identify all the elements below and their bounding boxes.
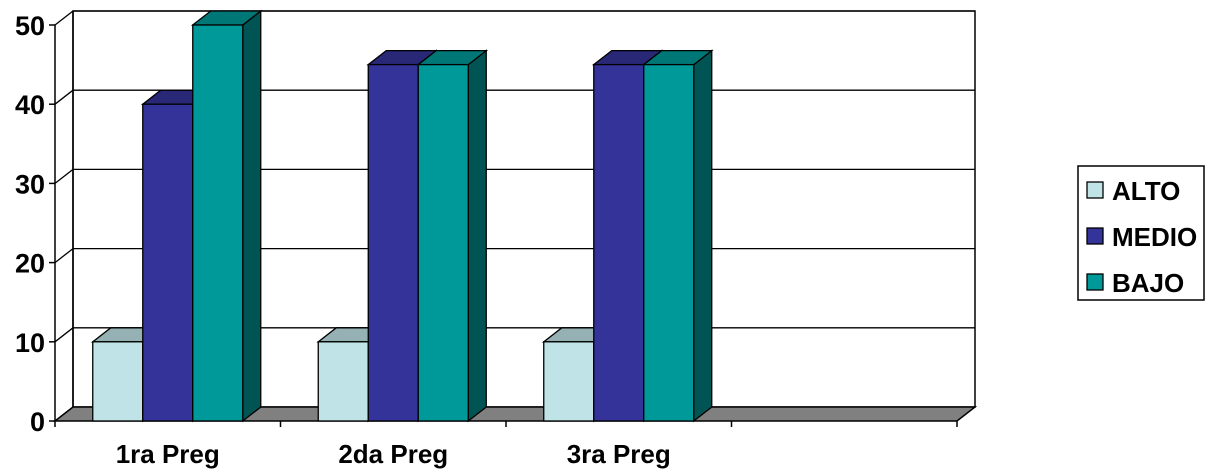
y-tick-label: 50	[15, 11, 45, 41]
bar-front	[593, 63, 645, 422]
bar-front	[92, 341, 144, 422]
bar-front	[417, 63, 469, 422]
side-gridline	[54, 89, 74, 105]
x-tick-label: 2da Preg	[338, 439, 448, 469]
legend-swatch	[1086, 181, 1104, 199]
y-tick-label: 30	[15, 169, 45, 199]
y-tick-label: 40	[15, 90, 45, 120]
x-axis-tick-labels: 1ra Preg 2da Preg 3ra Preg	[116, 439, 671, 469]
bar	[641, 49, 714, 423]
side-gridline	[54, 327, 74, 343]
bar-front	[317, 341, 369, 422]
x-tick-label: 3ra Preg	[567, 439, 671, 469]
axes	[49, 11, 958, 427]
legend-swatch	[1086, 227, 1104, 245]
bar-front	[142, 103, 194, 422]
side-gridline	[54, 168, 74, 184]
legend-label: MEDIO	[1112, 222, 1197, 252]
legend-label: ALTO	[1112, 176, 1180, 206]
legend-swatch	[1086, 273, 1104, 291]
bar	[190, 9, 263, 423]
bar-front	[367, 63, 419, 422]
bar	[416, 49, 489, 423]
side-gridline	[54, 10, 74, 26]
y-tick-label: 10	[15, 328, 45, 358]
legend-label: BAJO	[1112, 268, 1184, 298]
y-tick-label: 20	[15, 249, 45, 279]
bar-side	[693, 49, 713, 423]
y-tick-label: 0	[30, 407, 45, 437]
legend-item: BAJO	[1086, 268, 1184, 298]
legend: ALTO MEDIO BAJO	[1077, 165, 1205, 301]
y-axis-tick-labels: 0 10 20 30 40 50	[15, 11, 45, 437]
bar-side	[467, 49, 487, 423]
bar-front	[192, 24, 244, 422]
bar-front	[543, 341, 595, 422]
side-gridline	[54, 248, 74, 264]
bars	[90, 9, 714, 423]
legend-item: MEDIO	[1086, 222, 1197, 252]
x-tick-label: 1ra Preg	[116, 439, 220, 469]
bar-side	[242, 9, 262, 423]
bar-front	[643, 63, 695, 422]
legend-item: ALTO	[1086, 176, 1180, 206]
